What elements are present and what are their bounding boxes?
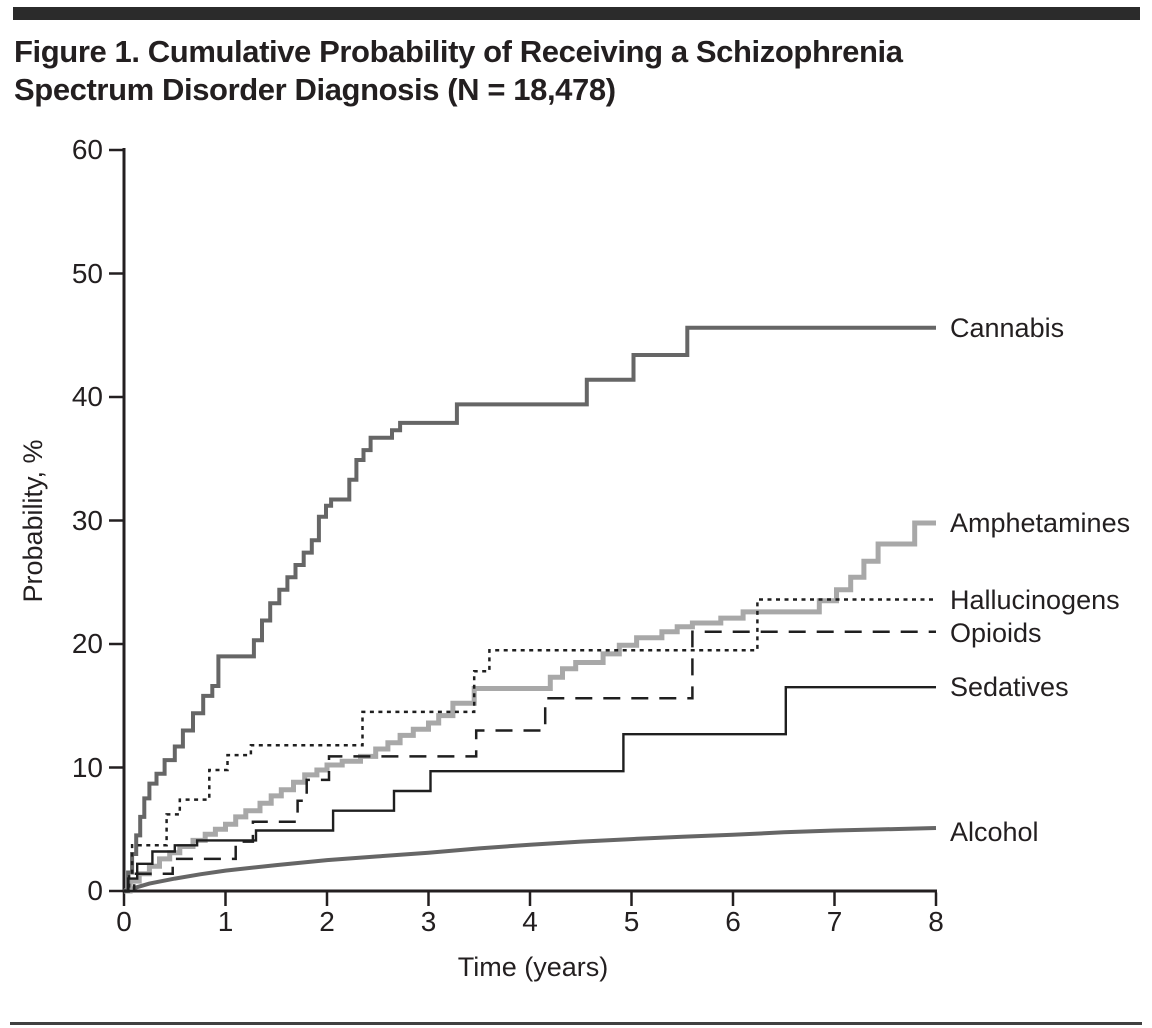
figure-title-line-2: Spectrum Disorder Diagnosis (N = 18,478) [14, 72, 616, 107]
x-tick-label-1: 1 [217, 906, 234, 937]
top-rule-bar [13, 7, 1140, 20]
series-label-cannabis: Cannabis [950, 313, 1065, 343]
y-tick-label-40: 40 [71, 381, 103, 412]
curve-alcohol [123, 826, 937, 893]
figure-title: Figure 1. Cumulative Probability of Rece… [14, 33, 1074, 109]
y-tick-label-60: 60 [71, 134, 103, 165]
x-tick-label-8: 8 [928, 906, 944, 937]
y-tick-label-0: 0 [87, 875, 103, 906]
x-tick-label-2: 2 [319, 906, 335, 937]
x-tick-label-3: 3 [420, 906, 437, 937]
y-tick-label-20: 20 [71, 628, 103, 659]
bottom-rule-bar [10, 1022, 1142, 1025]
y-tick-label-10: 10 [71, 751, 103, 783]
series-label-hallucinogens: Hallucinogens [950, 585, 1120, 615]
series-label-opioids: Opioids [950, 618, 1042, 648]
x-tick-label-4: 4 [522, 906, 538, 937]
figure-title-line-1: Figure 1. Cumulative Probability of Rece… [14, 34, 903, 69]
series-label-amphetamines: Amphetamines [950, 508, 1131, 538]
x-tick-label-5: 5 [623, 906, 640, 937]
curve-sedatives [124, 686, 936, 893]
series-label-sedatives: Sedatives [950, 672, 1069, 702]
curve-opioids [124, 630, 936, 893]
x-tick-label-6: 6 [725, 906, 741, 937]
y-tick-label-30: 30 [71, 504, 103, 536]
curve-cannabis [124, 325, 936, 893]
x-axis-title: Time (years) [457, 952, 609, 982]
y-axis-title: Probability, % [18, 439, 48, 603]
series-label-alcohol: Alcohol [950, 817, 1039, 847]
x-tick-label-7: 7 [826, 906, 843, 937]
y-tick-label-50: 50 [71, 257, 103, 289]
x-tick-label-0: 0 [116, 906, 132, 937]
curve-hallucinogens [124, 598, 936, 893]
curve-amphetamines [124, 520, 936, 894]
